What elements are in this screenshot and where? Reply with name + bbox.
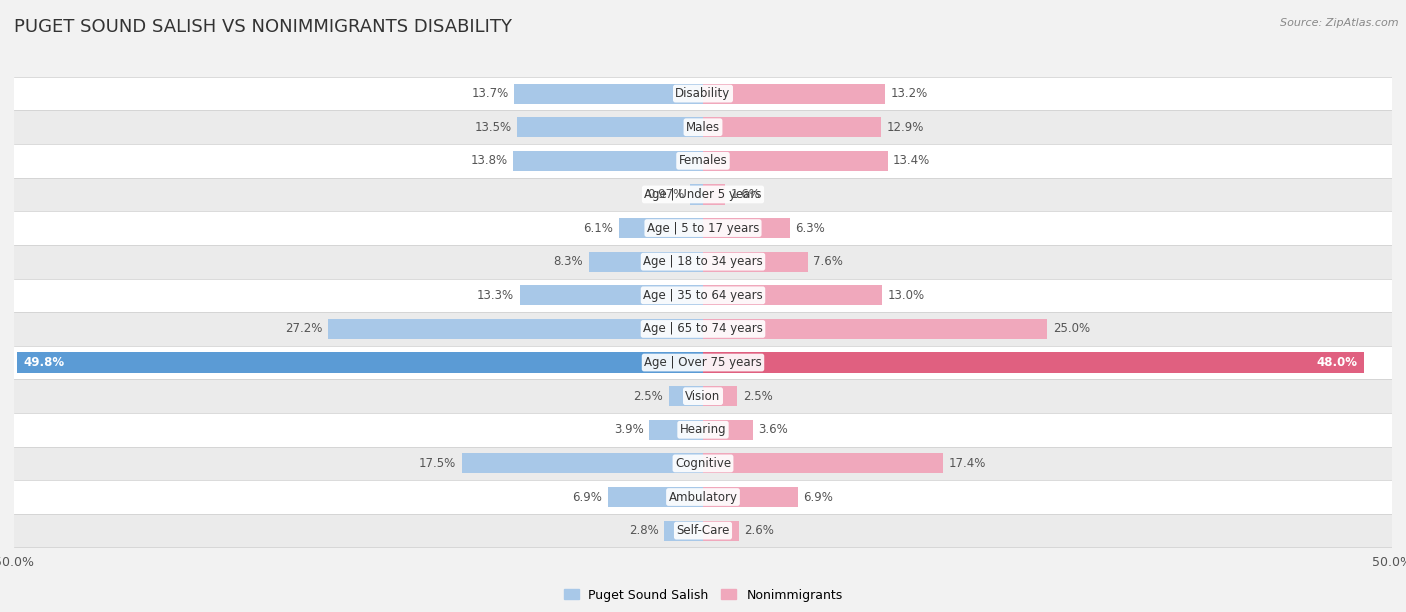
Bar <box>14 413 1392 447</box>
Bar <box>520 285 703 305</box>
Text: 48.0%: 48.0% <box>1316 356 1358 369</box>
Bar <box>703 386 738 406</box>
Bar <box>589 252 703 272</box>
Bar <box>14 312 1392 346</box>
Bar <box>650 420 703 440</box>
Bar <box>607 487 703 507</box>
Text: 2.6%: 2.6% <box>744 524 775 537</box>
Text: 49.8%: 49.8% <box>24 356 65 369</box>
Bar <box>513 151 703 171</box>
Text: Age | Over 75 years: Age | Over 75 years <box>644 356 762 369</box>
Text: 2.5%: 2.5% <box>633 390 664 403</box>
Text: 13.2%: 13.2% <box>890 87 928 100</box>
Bar <box>703 252 807 272</box>
Bar <box>517 117 703 137</box>
Text: 13.5%: 13.5% <box>474 121 512 134</box>
Text: 0.97%: 0.97% <box>647 188 685 201</box>
Text: 27.2%: 27.2% <box>285 323 323 335</box>
Text: 1.6%: 1.6% <box>731 188 761 201</box>
Bar <box>619 218 703 238</box>
Text: Hearing: Hearing <box>679 424 727 436</box>
Text: PUGET SOUND SALISH VS NONIMMIGRANTS DISABILITY: PUGET SOUND SALISH VS NONIMMIGRANTS DISA… <box>14 18 512 36</box>
Text: Age | 18 to 34 years: Age | 18 to 34 years <box>643 255 763 268</box>
Bar <box>14 211 1392 245</box>
Text: Cognitive: Cognitive <box>675 457 731 470</box>
Text: 2.5%: 2.5% <box>742 390 773 403</box>
Bar <box>665 521 703 541</box>
Text: 3.9%: 3.9% <box>614 424 644 436</box>
Text: Males: Males <box>686 121 720 134</box>
Text: 13.3%: 13.3% <box>477 289 515 302</box>
Text: 17.5%: 17.5% <box>419 457 457 470</box>
Bar <box>14 177 1392 211</box>
Bar <box>703 151 887 171</box>
Bar <box>689 184 703 204</box>
Bar <box>703 487 799 507</box>
Bar <box>515 83 703 103</box>
Bar <box>14 514 1392 548</box>
Text: Self-Care: Self-Care <box>676 524 730 537</box>
Text: 13.4%: 13.4% <box>893 154 931 167</box>
Text: 13.8%: 13.8% <box>470 154 508 167</box>
Text: 17.4%: 17.4% <box>948 457 986 470</box>
Text: 12.9%: 12.9% <box>886 121 924 134</box>
Bar <box>703 117 880 137</box>
Bar <box>14 447 1392 480</box>
Bar <box>14 245 1392 278</box>
Text: 25.0%: 25.0% <box>1053 323 1090 335</box>
Bar <box>703 521 738 541</box>
Bar <box>703 353 1364 373</box>
Text: Females: Females <box>679 154 727 167</box>
Bar <box>703 83 884 103</box>
Text: 13.0%: 13.0% <box>887 289 925 302</box>
Text: 7.6%: 7.6% <box>813 255 844 268</box>
Bar <box>703 184 725 204</box>
Bar <box>14 144 1392 177</box>
Text: 2.8%: 2.8% <box>628 524 659 537</box>
Bar <box>461 453 703 474</box>
Text: Age | Under 5 years: Age | Under 5 years <box>644 188 762 201</box>
Bar <box>703 319 1047 339</box>
Bar <box>14 278 1392 312</box>
Bar <box>328 319 703 339</box>
Text: Ambulatory: Ambulatory <box>668 490 738 504</box>
Text: Vision: Vision <box>685 390 721 403</box>
Bar <box>14 480 1392 514</box>
Text: Age | 5 to 17 years: Age | 5 to 17 years <box>647 222 759 234</box>
Text: Age | 35 to 64 years: Age | 35 to 64 years <box>643 289 763 302</box>
Bar <box>14 76 1392 110</box>
Text: Age | 65 to 74 years: Age | 65 to 74 years <box>643 323 763 335</box>
Text: 6.9%: 6.9% <box>804 490 834 504</box>
Text: 6.3%: 6.3% <box>796 222 825 234</box>
Bar <box>17 353 703 373</box>
Bar <box>703 453 943 474</box>
Text: 6.9%: 6.9% <box>572 490 602 504</box>
Legend: Puget Sound Salish, Nonimmigrants: Puget Sound Salish, Nonimmigrants <box>558 584 848 606</box>
Bar <box>703 420 752 440</box>
Text: Source: ZipAtlas.com: Source: ZipAtlas.com <box>1281 18 1399 28</box>
Text: 8.3%: 8.3% <box>554 255 583 268</box>
Bar <box>14 110 1392 144</box>
Bar <box>703 285 882 305</box>
Bar <box>14 346 1392 379</box>
Text: Disability: Disability <box>675 87 731 100</box>
Text: 6.1%: 6.1% <box>583 222 613 234</box>
Bar <box>703 218 790 238</box>
Bar <box>14 379 1392 413</box>
Text: 13.7%: 13.7% <box>471 87 509 100</box>
Text: 3.6%: 3.6% <box>758 424 787 436</box>
Bar <box>669 386 703 406</box>
